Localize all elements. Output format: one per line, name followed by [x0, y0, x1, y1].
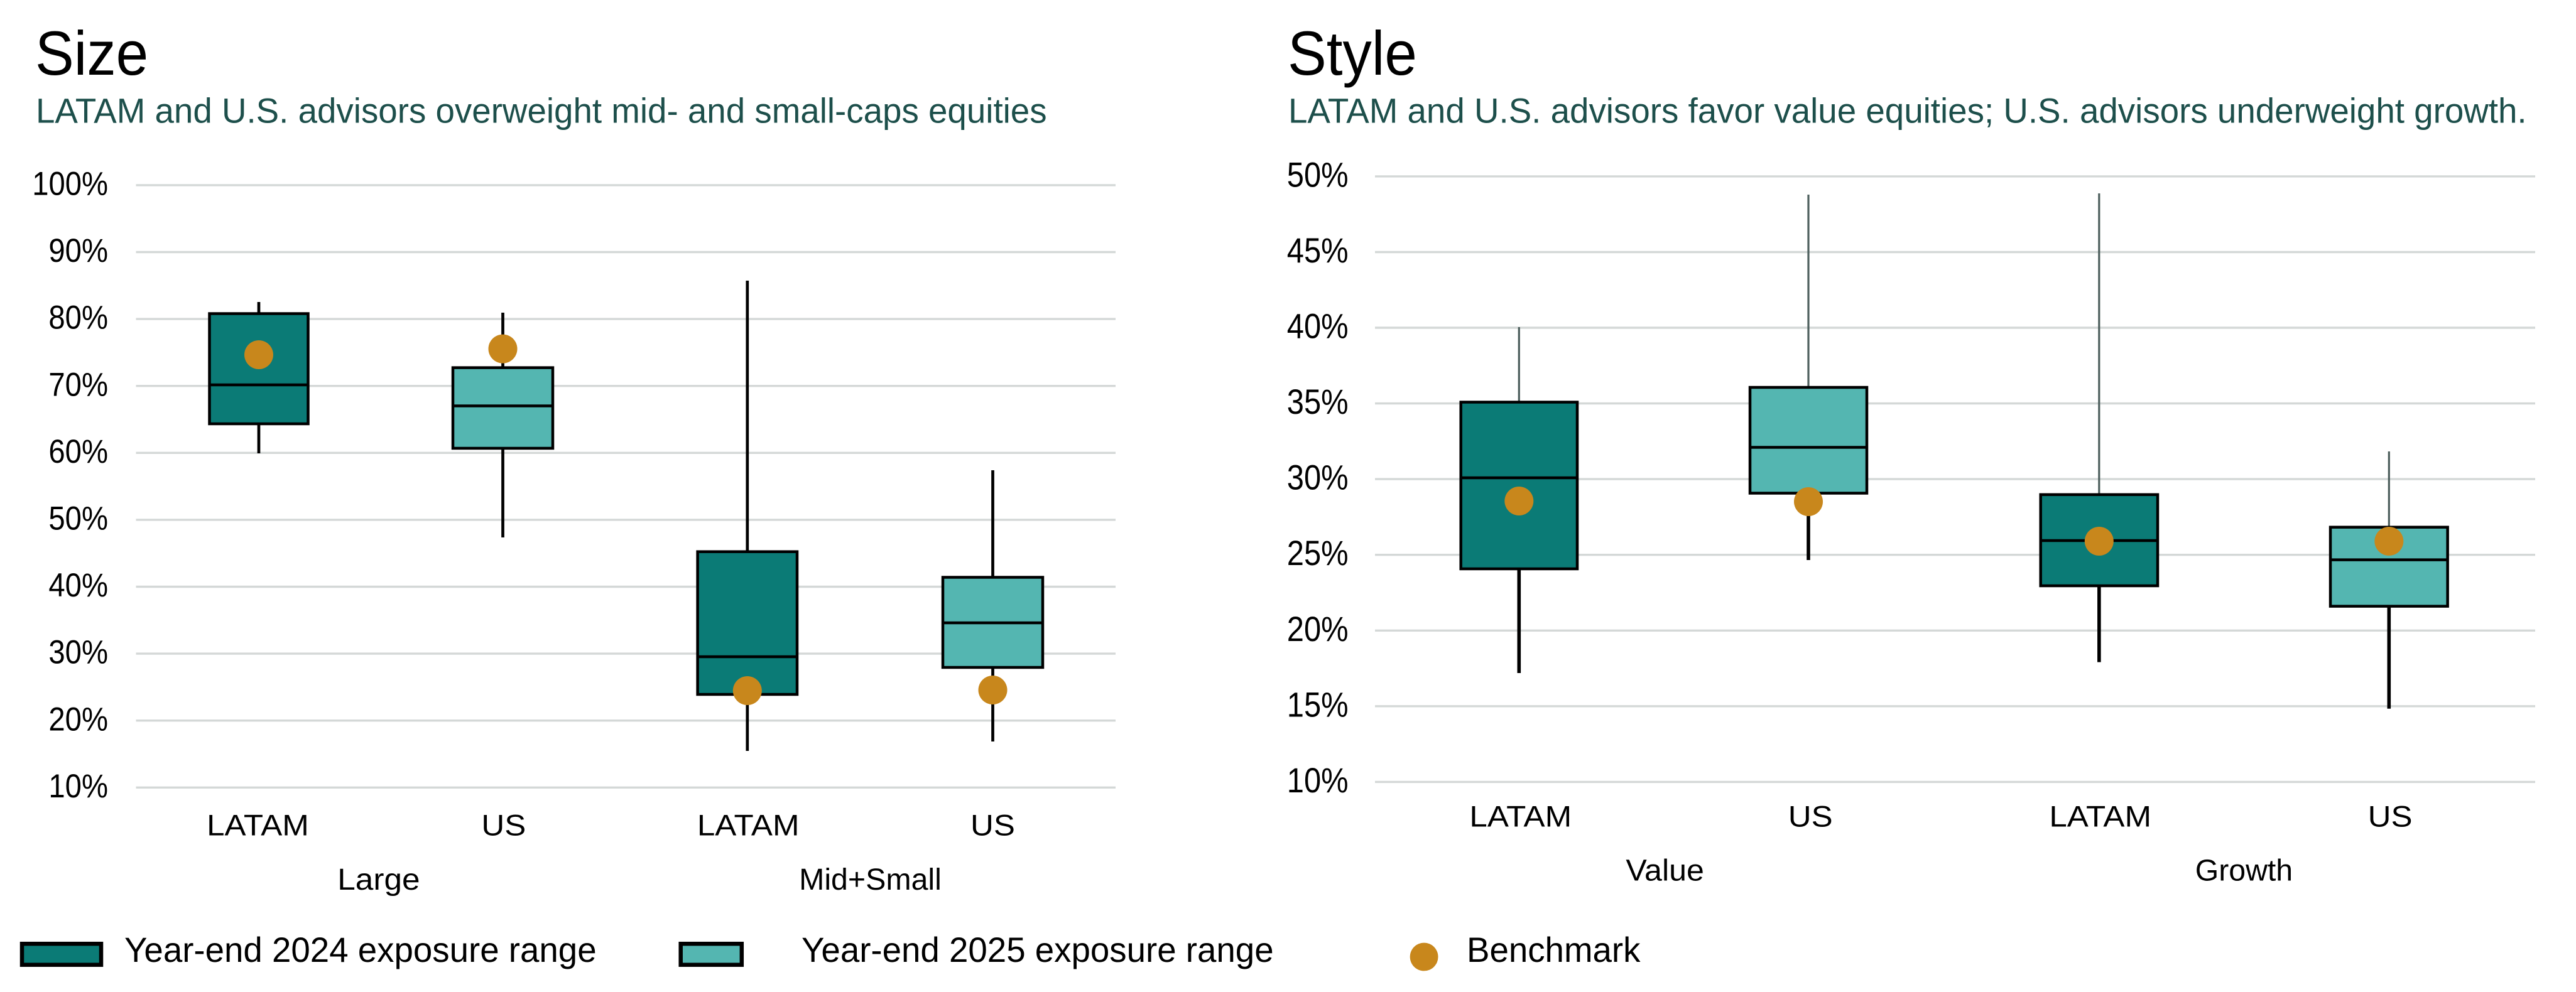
svg-text:20%: 20% [48, 701, 108, 738]
svg-text:80%: 80% [48, 299, 108, 337]
svg-text:LATAM: LATAM [207, 809, 309, 842]
svg-text:LATAM: LATAM [697, 809, 800, 842]
svg-text:40%: 40% [48, 567, 108, 604]
svg-text:20%: 20% [1287, 610, 1349, 649]
svg-text:35%: 35% [1287, 382, 1349, 421]
svg-text:40%: 40% [1287, 307, 1349, 346]
svg-text:LATAM and U.S. advisors overwe: LATAM and U.S. advisors overweight mid- … [36, 91, 1047, 131]
svg-text:LATAM: LATAM [2049, 801, 2151, 834]
svg-text:Size: Size [35, 18, 148, 88]
svg-text:90%: 90% [48, 232, 108, 269]
svg-text:15%: 15% [1287, 685, 1349, 724]
svg-text:30%: 30% [48, 634, 108, 671]
svg-text:LATAM and U.S. advisors favor: LATAM and U.S. advisors favor value equi… [1288, 91, 2527, 131]
svg-text:Year-end 2024 exposure range: Year-end 2024 exposure range [124, 930, 597, 969]
svg-text:Benchmark: Benchmark [1467, 930, 1641, 969]
svg-text:10%: 10% [1287, 761, 1349, 800]
svg-text:US: US [2368, 801, 2413, 834]
svg-text:Year-end 2025 exposure range: Year-end 2025 exposure range [802, 930, 1274, 969]
svg-text:US: US [970, 809, 1015, 842]
svg-text:100%: 100% [32, 166, 108, 203]
svg-text:10%: 10% [48, 768, 108, 805]
svg-text:Mid+Small: Mid+Small [799, 863, 942, 897]
svg-text:70%: 70% [48, 366, 108, 403]
svg-text:Large: Large [337, 863, 420, 897]
svg-text:45%: 45% [1287, 231, 1349, 270]
svg-text:Value: Value [1626, 854, 1704, 888]
svg-text:30%: 30% [1287, 458, 1349, 497]
svg-text:25%: 25% [1287, 534, 1349, 573]
svg-text:50%: 50% [48, 500, 108, 537]
svg-text:Style: Style [1288, 18, 1417, 88]
svg-text:US: US [1788, 801, 1833, 834]
svg-text:50%: 50% [1287, 155, 1349, 194]
svg-text:US: US [481, 809, 526, 842]
svg-text:60%: 60% [48, 433, 108, 470]
svg-text:Growth: Growth [2195, 854, 2293, 888]
svg-text:LATAM: LATAM [1469, 801, 1572, 834]
